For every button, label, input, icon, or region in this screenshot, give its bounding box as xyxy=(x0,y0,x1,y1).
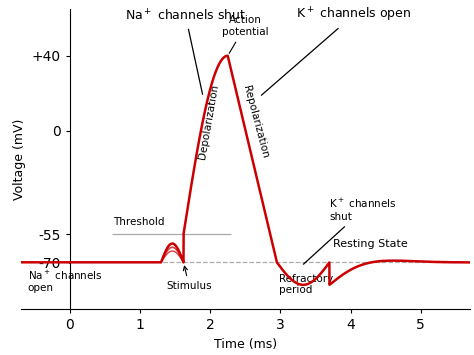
Text: Threshold: Threshold xyxy=(113,217,165,226)
Text: K$^+$ channels open: K$^+$ channels open xyxy=(261,6,412,95)
Text: Na$^+$ channels
open: Na$^+$ channels open xyxy=(27,262,102,294)
Text: Resting State: Resting State xyxy=(333,239,408,248)
Text: Refractory
period: Refractory period xyxy=(279,274,333,295)
Text: K$^+$ channels
shut: K$^+$ channels shut xyxy=(303,197,397,264)
Y-axis label: Voltage (mV): Voltage (mV) xyxy=(13,118,26,200)
Text: Depolarization: Depolarization xyxy=(197,83,220,160)
X-axis label: Time (ms): Time (ms) xyxy=(214,338,277,351)
Text: Action
potential: Action potential xyxy=(222,15,269,53)
Text: Repolarization: Repolarization xyxy=(241,84,270,159)
Text: Stimulus: Stimulus xyxy=(166,266,212,291)
Text: Na$^+$ channels shut: Na$^+$ channels shut xyxy=(125,9,246,94)
